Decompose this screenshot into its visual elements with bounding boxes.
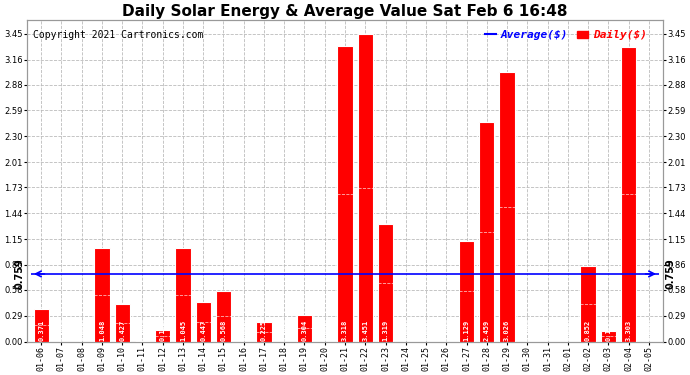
Bar [175,248,190,342]
Bar [257,322,272,342]
Bar [115,303,130,342]
Bar [601,331,616,342]
Text: 0.759: 0.759 [665,258,675,289]
Text: 0.000: 0.000 [565,320,571,341]
Text: Copyright 2021 Cartronics.com: Copyright 2021 Cartronics.com [33,30,204,40]
Text: 0.427: 0.427 [119,320,125,341]
Bar [216,291,231,342]
Text: 0.000: 0.000 [59,320,64,341]
Text: 0.000: 0.000 [322,320,328,341]
Legend: Average($), Daily($): Average($), Daily($) [481,26,651,45]
Text: 3.026: 3.026 [504,320,510,341]
Text: 0.003: 0.003 [139,320,146,341]
Text: 0.000: 0.000 [544,320,551,341]
Title: Daily Solar Energy & Average Value Sat Feb 6 16:48: Daily Solar Energy & Average Value Sat F… [122,4,568,19]
Bar [297,315,312,342]
Bar [195,302,210,342]
Text: 1.129: 1.129 [464,320,469,341]
Text: 0.132: 0.132 [159,320,166,341]
Bar [337,45,353,342]
Bar [580,266,595,342]
Bar [357,34,373,342]
Text: 0.000: 0.000 [79,320,85,341]
Text: 3.318: 3.318 [342,320,348,341]
Text: 0.000: 0.000 [241,320,247,341]
Bar [378,224,393,342]
Bar [480,122,495,342]
Text: 1.045: 1.045 [180,320,186,341]
Text: 0.000: 0.000 [423,320,429,341]
Bar [34,309,49,342]
Bar [500,72,515,342]
Text: 0.568: 0.568 [221,320,226,341]
Text: 0.225: 0.225 [261,320,267,341]
Text: 0.371: 0.371 [38,320,44,341]
Bar [459,241,474,342]
Text: 0.000: 0.000 [524,320,531,341]
Text: 0.000: 0.000 [646,320,652,341]
Text: 0.122: 0.122 [605,320,611,341]
Text: 0.000: 0.000 [403,320,408,341]
Text: 1.048: 1.048 [99,320,105,341]
Bar [621,47,636,342]
Text: 0.852: 0.852 [585,320,591,341]
Text: 1.319: 1.319 [382,320,388,341]
Text: 0.759: 0.759 [15,258,25,289]
Text: 0.000: 0.000 [282,320,287,341]
Text: 0.304: 0.304 [302,320,308,341]
Text: 0.447: 0.447 [200,320,206,341]
Text: 2.459: 2.459 [484,320,490,341]
Text: 3.451: 3.451 [362,320,368,341]
Bar [155,330,170,342]
Text: 3.303: 3.303 [626,320,631,341]
Bar [95,248,110,342]
Text: 0.000: 0.000 [443,320,449,341]
